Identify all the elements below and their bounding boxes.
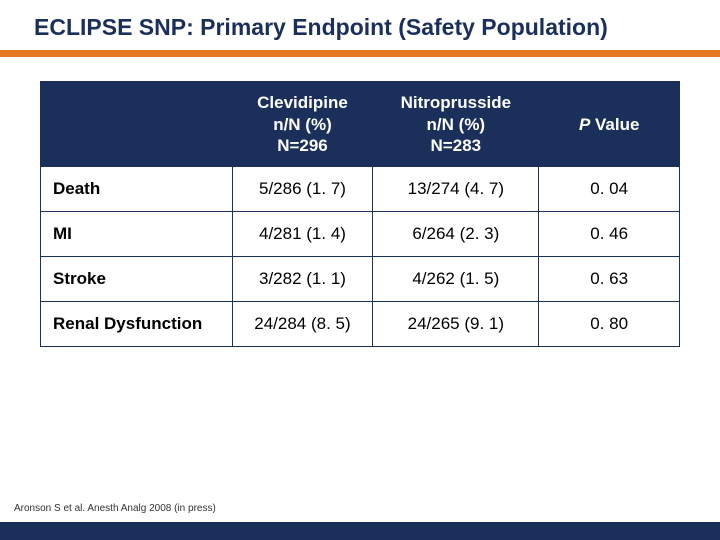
- page-title: ECLIPSE SNP: Primary Endpoint (Safety Po…: [34, 14, 690, 40]
- accent-bar: [0, 50, 720, 57]
- row-label: Renal Dysfunction: [41, 302, 233, 347]
- table-header-blank: [41, 82, 233, 167]
- row-label: MI: [41, 212, 233, 257]
- table-row: MI 4/281 (1. 4) 6/264 (2. 3) 0. 46: [41, 212, 680, 257]
- cell-clev: 24/284 (8. 5): [232, 302, 373, 347]
- table-row: Death 5/286 (1. 7) 13/274 (4. 7) 0. 04: [41, 167, 680, 212]
- cell-clev: 3/282 (1. 1): [232, 257, 373, 302]
- citation-text: Aronson S et al. Anesth Analg 2008 (in p…: [14, 503, 216, 514]
- table-header-nitroprusside: Nitroprusside n/N (%) N=283: [373, 82, 539, 167]
- slide: ECLIPSE SNP: Primary Endpoint (Safety Po…: [0, 0, 720, 540]
- header-line: n/N (%): [273, 115, 332, 134]
- cell-pval: 0. 63: [539, 257, 680, 302]
- content-area: Clevidipine n/N (%) N=296 Nitroprusside …: [0, 57, 720, 540]
- cell-pval: 0. 04: [539, 167, 680, 212]
- cell-clev: 4/281 (1. 4): [232, 212, 373, 257]
- header-line: n/N (%): [427, 115, 486, 134]
- footer-bar: [0, 522, 720, 540]
- table-row: Renal Dysfunction 24/284 (8. 5) 24/265 (…: [41, 302, 680, 347]
- cell-pval: 0. 80: [539, 302, 680, 347]
- cell-ntp: 13/274 (4. 7): [373, 167, 539, 212]
- title-block: ECLIPSE SNP: Primary Endpoint (Safety Po…: [0, 0, 720, 50]
- header-line: N=296: [277, 136, 328, 155]
- table-header-clevidipine: Clevidipine n/N (%) N=296: [232, 82, 373, 167]
- cell-ntp: 24/265 (9. 1): [373, 302, 539, 347]
- header-p-italic: P: [579, 115, 590, 134]
- cell-ntp: 4/262 (1. 5): [373, 257, 539, 302]
- cell-clev: 5/286 (1. 7): [232, 167, 373, 212]
- table-header-row: Clevidipine n/N (%) N=296 Nitroprusside …: [41, 82, 680, 167]
- header-line: N=283: [431, 136, 482, 155]
- row-label: Death: [41, 167, 233, 212]
- cell-pval: 0. 46: [539, 212, 680, 257]
- row-label: Stroke: [41, 257, 233, 302]
- header-line: Nitroprusside: [401, 93, 512, 112]
- header-line: Clevidipine: [257, 93, 348, 112]
- cell-ntp: 6/264 (2. 3): [373, 212, 539, 257]
- table-row: Stroke 3/282 (1. 1) 4/262 (1. 5) 0. 63: [41, 257, 680, 302]
- table-header-pvalue: P Value: [539, 82, 680, 167]
- endpoint-table: Clevidipine n/N (%) N=296 Nitroprusside …: [40, 81, 680, 347]
